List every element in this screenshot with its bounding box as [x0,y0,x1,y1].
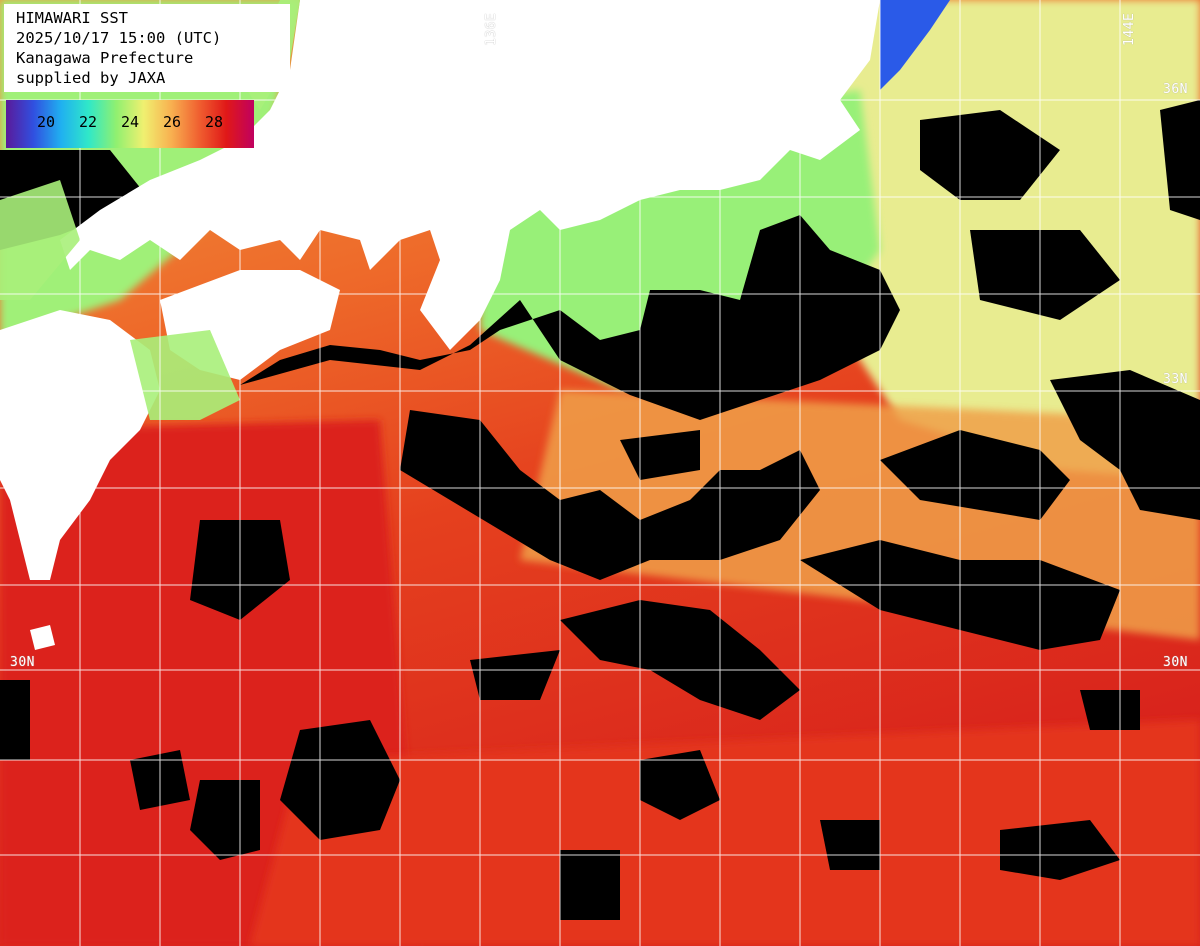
info-box: HIMAWARI SST 2025/10/17 15:00 (UTC) Kana… [4,4,290,92]
lon-label-136e: 136E [484,12,499,46]
legend-labels: 20 22 24 26 28 [6,100,254,148]
legend-tick-28: 28 [204,113,224,131]
legend-tick-20: 20 [36,113,56,131]
lat-label-36n: 36N [1163,82,1188,97]
legend-tick-24: 24 [120,113,140,131]
legend-tick-26: 26 [162,113,182,131]
lat-label-30n-left: 30N [10,655,35,670]
lat-label-30n-right: 30N [1163,655,1188,670]
lat-label-33n: 33N [1163,372,1188,387]
legend-tick-22: 22 [78,113,98,131]
temperature-legend: 20 22 24 26 28 [6,100,254,148]
supplier: supplied by JAXA [16,69,166,87]
product-title: HIMAWARI SST [16,9,128,27]
lon-label-144e: 144E [1122,12,1137,46]
source-prefecture: Kanagawa Prefecture [16,49,194,67]
timestamp: 2025/10/17 15:00 (UTC) [16,29,222,47]
cold-water-spot [880,0,950,90]
warm-water-south [250,720,1200,946]
